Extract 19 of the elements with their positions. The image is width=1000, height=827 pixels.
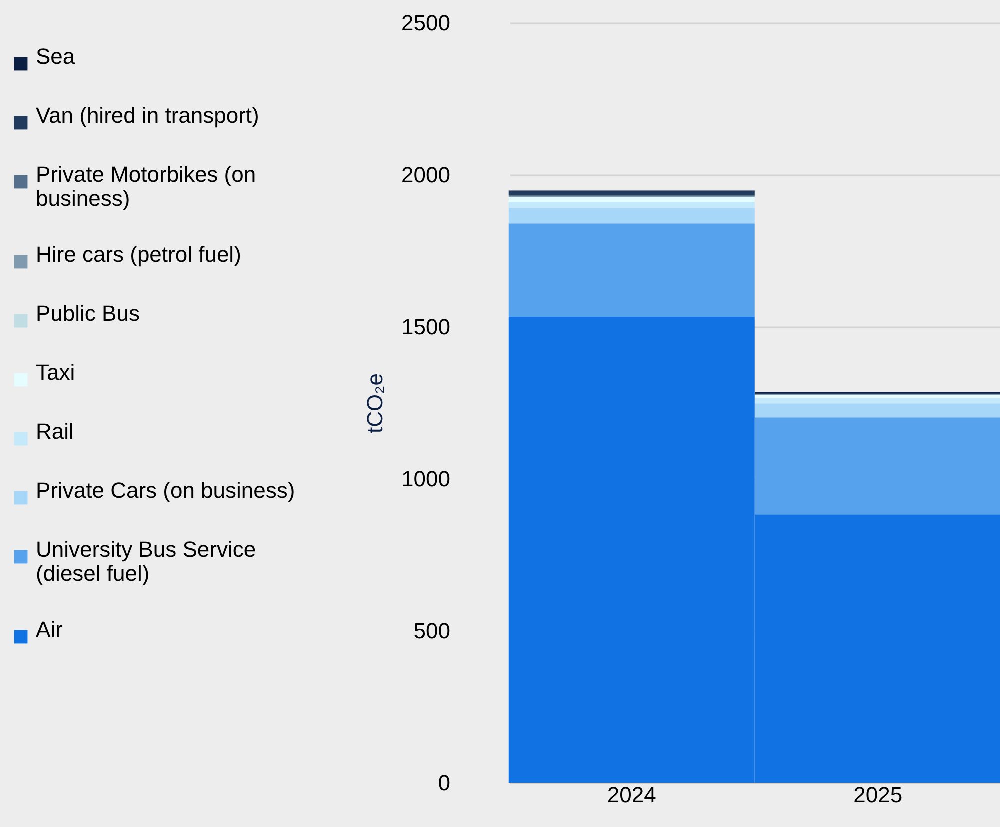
y-tick-label: 0 [438, 770, 450, 796]
y-tick-label: 2500 [402, 10, 450, 36]
legend-label: Van (hired in transport) [36, 103, 260, 128]
legend-label: Private Motorbikes (on business) [36, 162, 256, 211]
legend-label: Public Bus [36, 301, 140, 326]
x-tick-label: 2025 [854, 782, 903, 808]
legend-label: University Bus Service (diesel fuel) [36, 537, 256, 586]
legend-label: Sea [36, 44, 76, 69]
x-tick-label: 2024 [607, 782, 656, 808]
y-tick-label: 2000 [402, 162, 450, 188]
y-tick-label: 1000 [402, 466, 450, 492]
legend-label: Private Cars (on business) [36, 478, 296, 503]
y-tick-label: 500 [414, 618, 450, 644]
legend-label: Hire cars (petrol fuel) [36, 242, 242, 267]
y-tick-label: 1500 [402, 314, 450, 340]
y-axis-title: tCO₂e [362, 374, 388, 434]
legend-label: Air [36, 617, 63, 642]
legend-label: Rail [36, 419, 74, 444]
legend-label: Taxi [36, 360, 76, 385]
